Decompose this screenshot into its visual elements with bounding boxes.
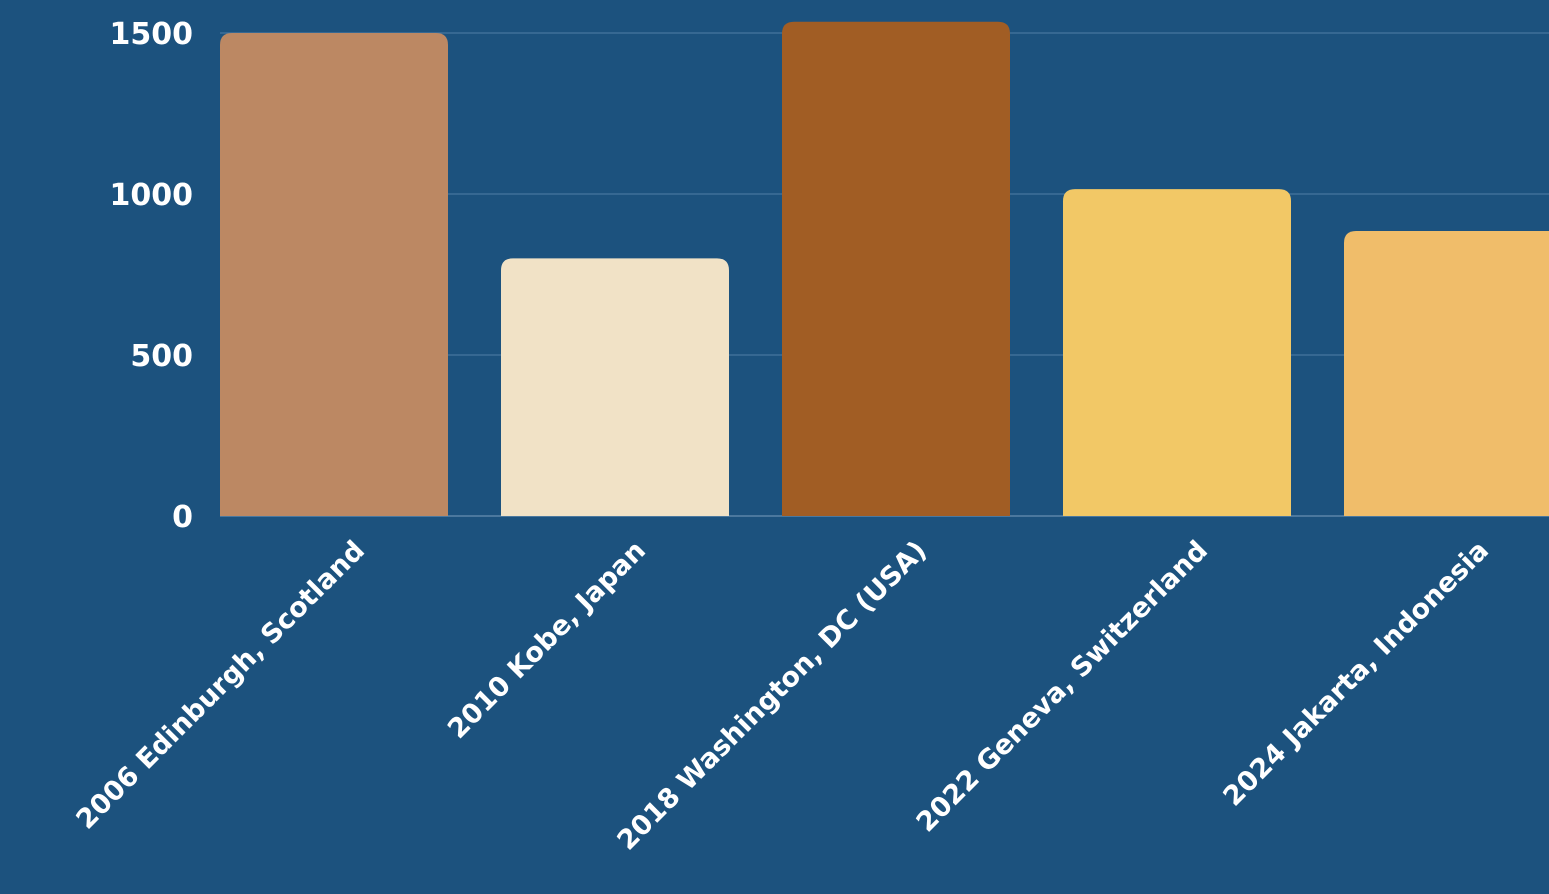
y-tick-label-1000: 1000 (110, 178, 194, 213)
x-category-label-3: 2018 Washington, DC (USA) (612, 535, 933, 856)
x-axis-category-labels: 2006 Edinburgh, Scotland 2010 Kobe, Japan… (71, 535, 1495, 856)
bar-4 (1063, 189, 1291, 517)
bar-2 (501, 258, 729, 516)
bar-5 (1344, 231, 1549, 516)
y-tick-label-0: 0 (172, 500, 193, 535)
x-category-label-4: 2022 Geneva, Switzerland (911, 535, 1214, 838)
x-category-label-5: 2024 Jakarta, Indonesia (1218, 535, 1495, 812)
x-category-label-2: 2010 Kobe, Japan (442, 535, 652, 745)
y-tick-label-500: 500 (130, 339, 193, 374)
y-axis-tick-labels: 0 500 1000 1500 (110, 17, 194, 535)
bar-1 (220, 33, 448, 516)
bars (220, 21, 1549, 517)
bar-3 (782, 21, 1010, 516)
x-category-label-1: 2006 Edinburgh, Scotland (71, 535, 371, 835)
y-tick-label-1500: 1500 (110, 17, 194, 52)
